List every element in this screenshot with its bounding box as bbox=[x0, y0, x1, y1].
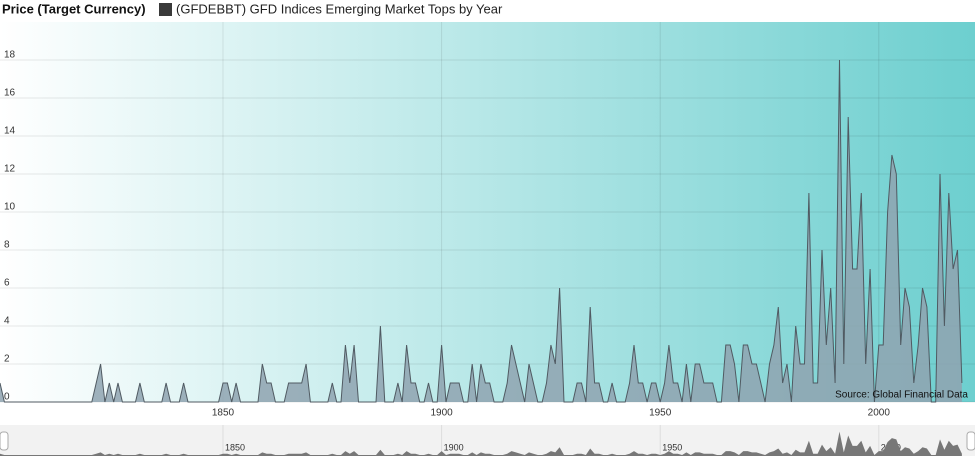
line bbox=[0, 59, 963, 403]
y-tick-label: 16 bbox=[4, 88, 16, 99]
x-tick-label: 1950 bbox=[649, 408, 672, 419]
y-tick-label: 6 bbox=[4, 278, 10, 289]
axis-title: Price (Target Currency) bbox=[2, 1, 146, 16]
navigator-tick-label: 1900 bbox=[444, 442, 464, 452]
navigator-handle[interactable] bbox=[0, 431, 9, 451]
navigator-tick-label: 1850 bbox=[225, 442, 245, 452]
source-note: Source: Global Financial Data bbox=[835, 390, 968, 401]
x-tick-label: 1900 bbox=[430, 408, 453, 419]
area bbox=[0, 60, 962, 402]
navigator-area bbox=[0, 431, 962, 456]
x-tick-label: 1850 bbox=[212, 408, 235, 419]
y-tick-label: 8 bbox=[4, 240, 10, 251]
y-tick-label: 14 bbox=[4, 126, 16, 137]
navigator-handle[interactable] bbox=[966, 431, 975, 451]
x-tick-label: 2000 bbox=[868, 408, 891, 419]
y-tick-label: 18 bbox=[4, 50, 16, 61]
navigator[interactable] bbox=[0, 425, 975, 456]
y-tick-label: 2 bbox=[4, 354, 10, 365]
legend-label[interactable]: (GFDEBBT) GFD Indices Emerging Market To… bbox=[176, 1, 503, 16]
navigator-tick-label: 1950 bbox=[662, 442, 682, 452]
y-tick-label: 4 bbox=[4, 316, 10, 327]
y-tick-label: 10 bbox=[4, 202, 16, 213]
y-tick-label: 0 bbox=[4, 392, 10, 403]
legend-swatch[interactable] bbox=[159, 3, 172, 16]
y-tick-label: 12 bbox=[4, 164, 16, 175]
